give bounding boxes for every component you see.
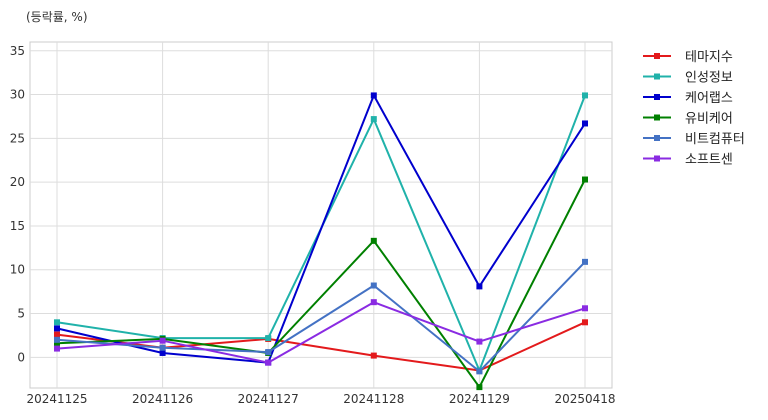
data-point bbox=[54, 340, 60, 347]
data-point bbox=[582, 258, 588, 265]
y-tick-label: 0 bbox=[17, 350, 25, 364]
y-tick-label: 15 bbox=[10, 219, 25, 233]
x-tick-label: 20241125 bbox=[26, 392, 87, 406]
x-tick-label: 20241126 bbox=[132, 392, 193, 406]
data-point bbox=[159, 337, 166, 344]
y-unit-label: (등락률, %) bbox=[26, 10, 88, 24]
data-point bbox=[159, 344, 166, 351]
data-point bbox=[370, 237, 377, 244]
legend-marker bbox=[654, 114, 660, 121]
legend-marker bbox=[654, 73, 660, 80]
legend-label: 테마지수 bbox=[685, 50, 733, 65]
series-line bbox=[56, 301, 586, 364]
series-line bbox=[56, 94, 586, 364]
y-tick-label: 35 bbox=[10, 44, 25, 58]
legend-marker bbox=[654, 94, 660, 100]
y-tick-label: 30 bbox=[10, 88, 25, 102]
data-point bbox=[582, 305, 588, 312]
x-tick-label: 20241128 bbox=[343, 392, 404, 406]
data-point bbox=[265, 359, 272, 366]
data-point bbox=[265, 349, 272, 356]
legend-label: 소프트센 bbox=[685, 153, 733, 168]
legend-label: 비트컴퓨터 bbox=[685, 132, 745, 147]
data-point bbox=[370, 116, 377, 123]
y-tick-label: 5 bbox=[17, 307, 25, 321]
data-point bbox=[582, 176, 588, 183]
data-point bbox=[265, 335, 272, 342]
legend-marker bbox=[654, 53, 660, 59]
legend-label: 유비케어 bbox=[685, 112, 733, 127]
data-point bbox=[370, 92, 377, 99]
data-point bbox=[476, 283, 483, 290]
data-point bbox=[476, 384, 483, 391]
data-point bbox=[582, 92, 588, 99]
legend-marker bbox=[654, 155, 660, 162]
y-tick-label: 20 bbox=[10, 175, 25, 189]
data-point bbox=[582, 319, 588, 326]
legend-label: 케어랩스 bbox=[685, 91, 733, 106]
y-tick-label: 10 bbox=[10, 263, 25, 277]
legend-label: 인성정보 bbox=[685, 71, 733, 86]
x-tick-label: 20241129 bbox=[449, 392, 510, 406]
data-point bbox=[476, 338, 483, 345]
x-tick-label: 20250418 bbox=[554, 392, 615, 406]
x-tick-label: 20241127 bbox=[238, 392, 299, 406]
data-point bbox=[370, 352, 377, 359]
data-point bbox=[54, 319, 60, 326]
y-tick-label: 25 bbox=[10, 131, 25, 145]
data-point bbox=[370, 282, 377, 289]
data-point bbox=[159, 349, 166, 356]
data-point bbox=[54, 345, 60, 352]
data-point bbox=[54, 325, 60, 332]
series-line bbox=[56, 261, 586, 373]
data-point bbox=[370, 299, 377, 306]
data-point bbox=[54, 331, 60, 338]
data-point bbox=[476, 368, 483, 375]
data-point bbox=[582, 120, 588, 127]
data-point bbox=[54, 336, 60, 343]
legend-marker bbox=[654, 135, 660, 141]
